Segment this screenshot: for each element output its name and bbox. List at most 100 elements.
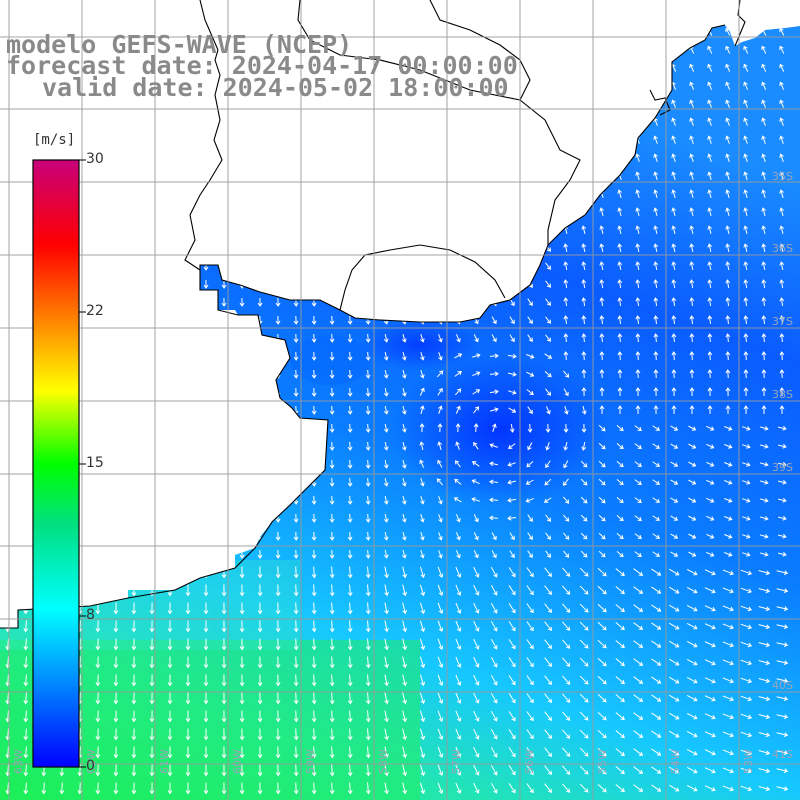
- wind-arrow: [777, 515, 787, 521]
- wind-arrow: [724, 10, 731, 19]
- wind-arrow: [761, 297, 767, 307]
- wind-arrow: [617, 405, 623, 415]
- wind-arrow: [689, 405, 695, 415]
- wind-arrow: [347, 261, 353, 271]
- wind-arrow: [420, 226, 425, 235]
- wind-arrow: [490, 407, 499, 412]
- wind-arrow: [581, 297, 587, 307]
- wind-arrow: [722, 785, 734, 792]
- wind-arrow: [617, 243, 623, 253]
- wind-arrow: [257, 746, 263, 759]
- wind-arrow: [688, 497, 697, 503]
- wind-arrow: [454, 371, 462, 377]
- wind-arrow: [239, 531, 245, 541]
- wind-arrow: [131, 746, 137, 759]
- wind-arrow: [293, 602, 299, 615]
- wind-arrow: [167, 387, 173, 397]
- wind-arrow: [438, 496, 443, 505]
- wind-arrow: [185, 584, 191, 597]
- colorbar-tick-label: 15: [86, 455, 104, 471]
- wind-arrow: [239, 746, 245, 759]
- wind-arrow: [651, 604, 662, 612]
- wind-arrow: [473, 154, 479, 163]
- wind-arrow: [653, 45, 659, 54]
- wind-arrow: [508, 407, 517, 413]
- wind-arrow: [563, 45, 569, 54]
- wind-arrow: [149, 261, 155, 271]
- wind-arrow: [95, 477, 101, 487]
- wind-arrow: [257, 692, 263, 705]
- wind-arrow: [526, 460, 534, 468]
- wind-arrow: [113, 477, 119, 487]
- wind-arrow: [185, 387, 191, 397]
- wind-arrow: [23, 584, 29, 597]
- wind-arrow: [438, 118, 443, 127]
- wind-arrow: [491, 136, 497, 145]
- wind-arrow: [203, 387, 209, 397]
- wind-arrow: [5, 243, 11, 253]
- wind-arrow: [653, 81, 659, 90]
- wind-arrow: [257, 602, 263, 615]
- wind-arrow: [580, 460, 588, 468]
- wind-arrow: [455, 441, 460, 450]
- wind-arrow: [221, 459, 227, 469]
- wind-arrow: [563, 460, 569, 469]
- wind-arrow: [653, 405, 659, 415]
- wind-arrow: [634, 497, 642, 503]
- wind-arrow: [653, 27, 659, 36]
- wind-arrow: [689, 351, 695, 361]
- wind-arrow: [347, 602, 353, 615]
- wind-arrow: [401, 279, 407, 289]
- wind-arrow: [635, 63, 641, 72]
- wind-arrow: [257, 441, 263, 451]
- wind-arrow: [455, 764, 462, 776]
- wind-arrow: [239, 692, 245, 705]
- wind-arrow: [275, 459, 281, 469]
- wind-arrow: [329, 333, 335, 343]
- wind-arrow: [615, 694, 625, 703]
- wind-arrow: [617, 387, 623, 397]
- wind-arrow: [562, 478, 569, 486]
- wind-arrow: [420, 370, 425, 379]
- wind-arrow: [704, 659, 716, 666]
- wind-arrow: [509, 244, 515, 253]
- wind-arrow: [743, 27, 749, 36]
- wind-arrow: [275, 495, 281, 505]
- wind-arrow: [221, 189, 227, 199]
- wind-arrow: [5, 566, 11, 579]
- wind-arrow: [527, 172, 533, 181]
- wind-arrow: [113, 297, 119, 307]
- wind-arrow: [635, 27, 641, 36]
- wind-arrow: [203, 279, 209, 289]
- wind-arrow: [347, 620, 353, 633]
- wind-arrow: [563, 63, 569, 72]
- wind-arrow: [95, 495, 101, 505]
- wind-arrow: [347, 189, 353, 199]
- wind-arrow: [455, 154, 461, 163]
- wind-arrow: [203, 333, 209, 343]
- colorbar: [32, 159, 86, 768]
- wind-arrow: [401, 171, 407, 181]
- wind-arrow: [275, 656, 281, 669]
- wind-arrow: [544, 567, 552, 578]
- wind-arrow: [41, 117, 47, 127]
- wind-arrow: [490, 620, 498, 632]
- wind-arrow: [95, 189, 101, 199]
- wind-arrow: [221, 243, 227, 253]
- wind-arrow: [563, 189, 568, 198]
- wind-arrow: [239, 566, 245, 579]
- wind-arrow: [185, 638, 191, 651]
- wind-arrow: [545, 280, 552, 288]
- wind-arrow: [167, 620, 173, 633]
- wind-arrow: [419, 423, 425, 433]
- wind-arrow: [383, 531, 389, 541]
- wind-arrow: [113, 387, 119, 397]
- wind-arrow: [257, 782, 263, 795]
- wind-arrow: [722, 641, 734, 648]
- wind-arrow: [401, 531, 407, 541]
- wind-arrow: [311, 602, 317, 615]
- wind-arrow: [365, 207, 371, 217]
- wind-arrow: [23, 243, 29, 253]
- wind-arrow: [5, 207, 11, 217]
- wind-arrow: [402, 638, 408, 651]
